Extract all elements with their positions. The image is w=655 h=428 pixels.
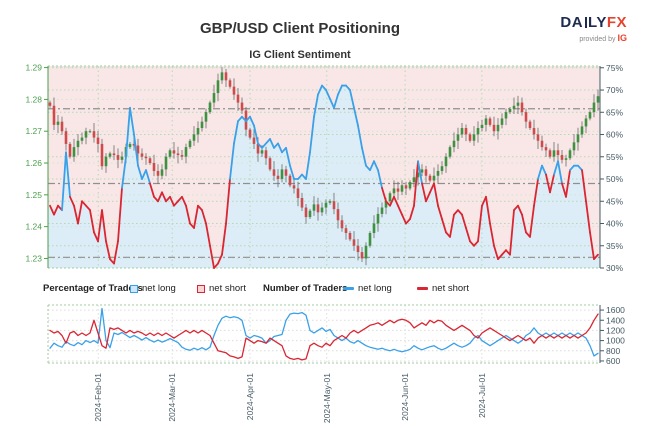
svg-text:800: 800 xyxy=(606,346,620,356)
svg-text:1400: 1400 xyxy=(606,315,625,325)
dailyfx-logo-text: DA LYFX xyxy=(560,14,627,31)
chart-subtitle: IG Client Sentiment xyxy=(249,49,351,61)
legend-label: net short xyxy=(432,283,469,294)
svg-text:2024-May-01: 2024-May-01 xyxy=(322,373,332,423)
main-sentiment-chart: 1.29 1.28 1.27 1.26 1.25 1.24 1.23 75% 70% 65% 60%… xyxy=(25,63,623,273)
svg-text:65%: 65% xyxy=(606,107,623,117)
svg-text:1000: 1000 xyxy=(606,336,625,346)
svg-text:70%: 70% xyxy=(606,85,623,95)
legend-percentage-label: Percentage of Traders xyxy=(43,283,143,294)
provided-by: provided by IG xyxy=(560,31,627,47)
svg-text:1.27: 1.27 xyxy=(25,126,42,136)
net-long-line-icon xyxy=(343,287,354,290)
svg-text:600: 600 xyxy=(606,356,620,366)
svg-text:1.25: 1.25 xyxy=(25,190,42,200)
net-short-line-icon xyxy=(417,287,428,290)
logo-fx: FX xyxy=(606,14,627,31)
svg-text:40%: 40% xyxy=(606,219,623,229)
legend-label: net long xyxy=(142,283,176,294)
svg-text:35%: 35% xyxy=(606,241,623,251)
svg-text:1.24: 1.24 xyxy=(25,222,42,232)
svg-text:1.28: 1.28 xyxy=(25,94,42,104)
svg-text:1200: 1200 xyxy=(606,325,625,335)
legend-pct-net-short: net short xyxy=(197,282,246,295)
legend-pct-net-long: net long xyxy=(130,282,176,295)
legend-num-net-short: net short xyxy=(417,282,469,295)
svg-text:2024-Jun-01: 2024-Jun-01 xyxy=(400,373,410,421)
svg-text:55%: 55% xyxy=(606,152,623,162)
logo-daily-1: DA xyxy=(560,14,584,31)
page-title: GBP/USD Client Positioning xyxy=(199,20,400,37)
svg-text:30%: 30% xyxy=(606,263,623,273)
legend-num-net-long: net long xyxy=(343,282,392,295)
svg-text:2024-Feb-01: 2024-Feb-01 xyxy=(93,373,103,422)
svg-text:1.29: 1.29 xyxy=(25,63,42,73)
svg-text:2024-Mar-01: 2024-Mar-01 xyxy=(167,373,177,422)
net-long-swatch-icon xyxy=(130,284,138,293)
svg-text:75%: 75% xyxy=(606,63,623,73)
legend-label: net short xyxy=(209,283,246,294)
svg-text:2024-Apr-01: 2024-Apr-01 xyxy=(245,373,255,421)
legend-label: net long xyxy=(358,283,392,294)
svg-text:1600: 1600 xyxy=(606,305,625,315)
svg-text:2024-Jul-01: 2024-Jul-01 xyxy=(477,373,487,418)
dailyfx-logo: DA LYFX provided by IG xyxy=(560,14,627,47)
net-short-swatch-icon xyxy=(197,284,205,293)
svg-text:45%: 45% xyxy=(606,196,623,206)
chart-legend: Percentage of Traders net long net short… xyxy=(43,282,623,296)
svg-text:1.23: 1.23 xyxy=(25,253,42,263)
provided-by-text: provided by xyxy=(579,36,616,43)
logo-separator-icon xyxy=(584,17,587,28)
logo-daily-2: LY xyxy=(588,14,607,31)
legend-number-label: Number of Traders xyxy=(263,283,348,294)
svg-text:60%: 60% xyxy=(606,130,623,140)
svg-text:1.26: 1.26 xyxy=(25,158,42,168)
svg-text:50%: 50% xyxy=(606,174,623,184)
ig-logo: IG xyxy=(617,33,627,43)
